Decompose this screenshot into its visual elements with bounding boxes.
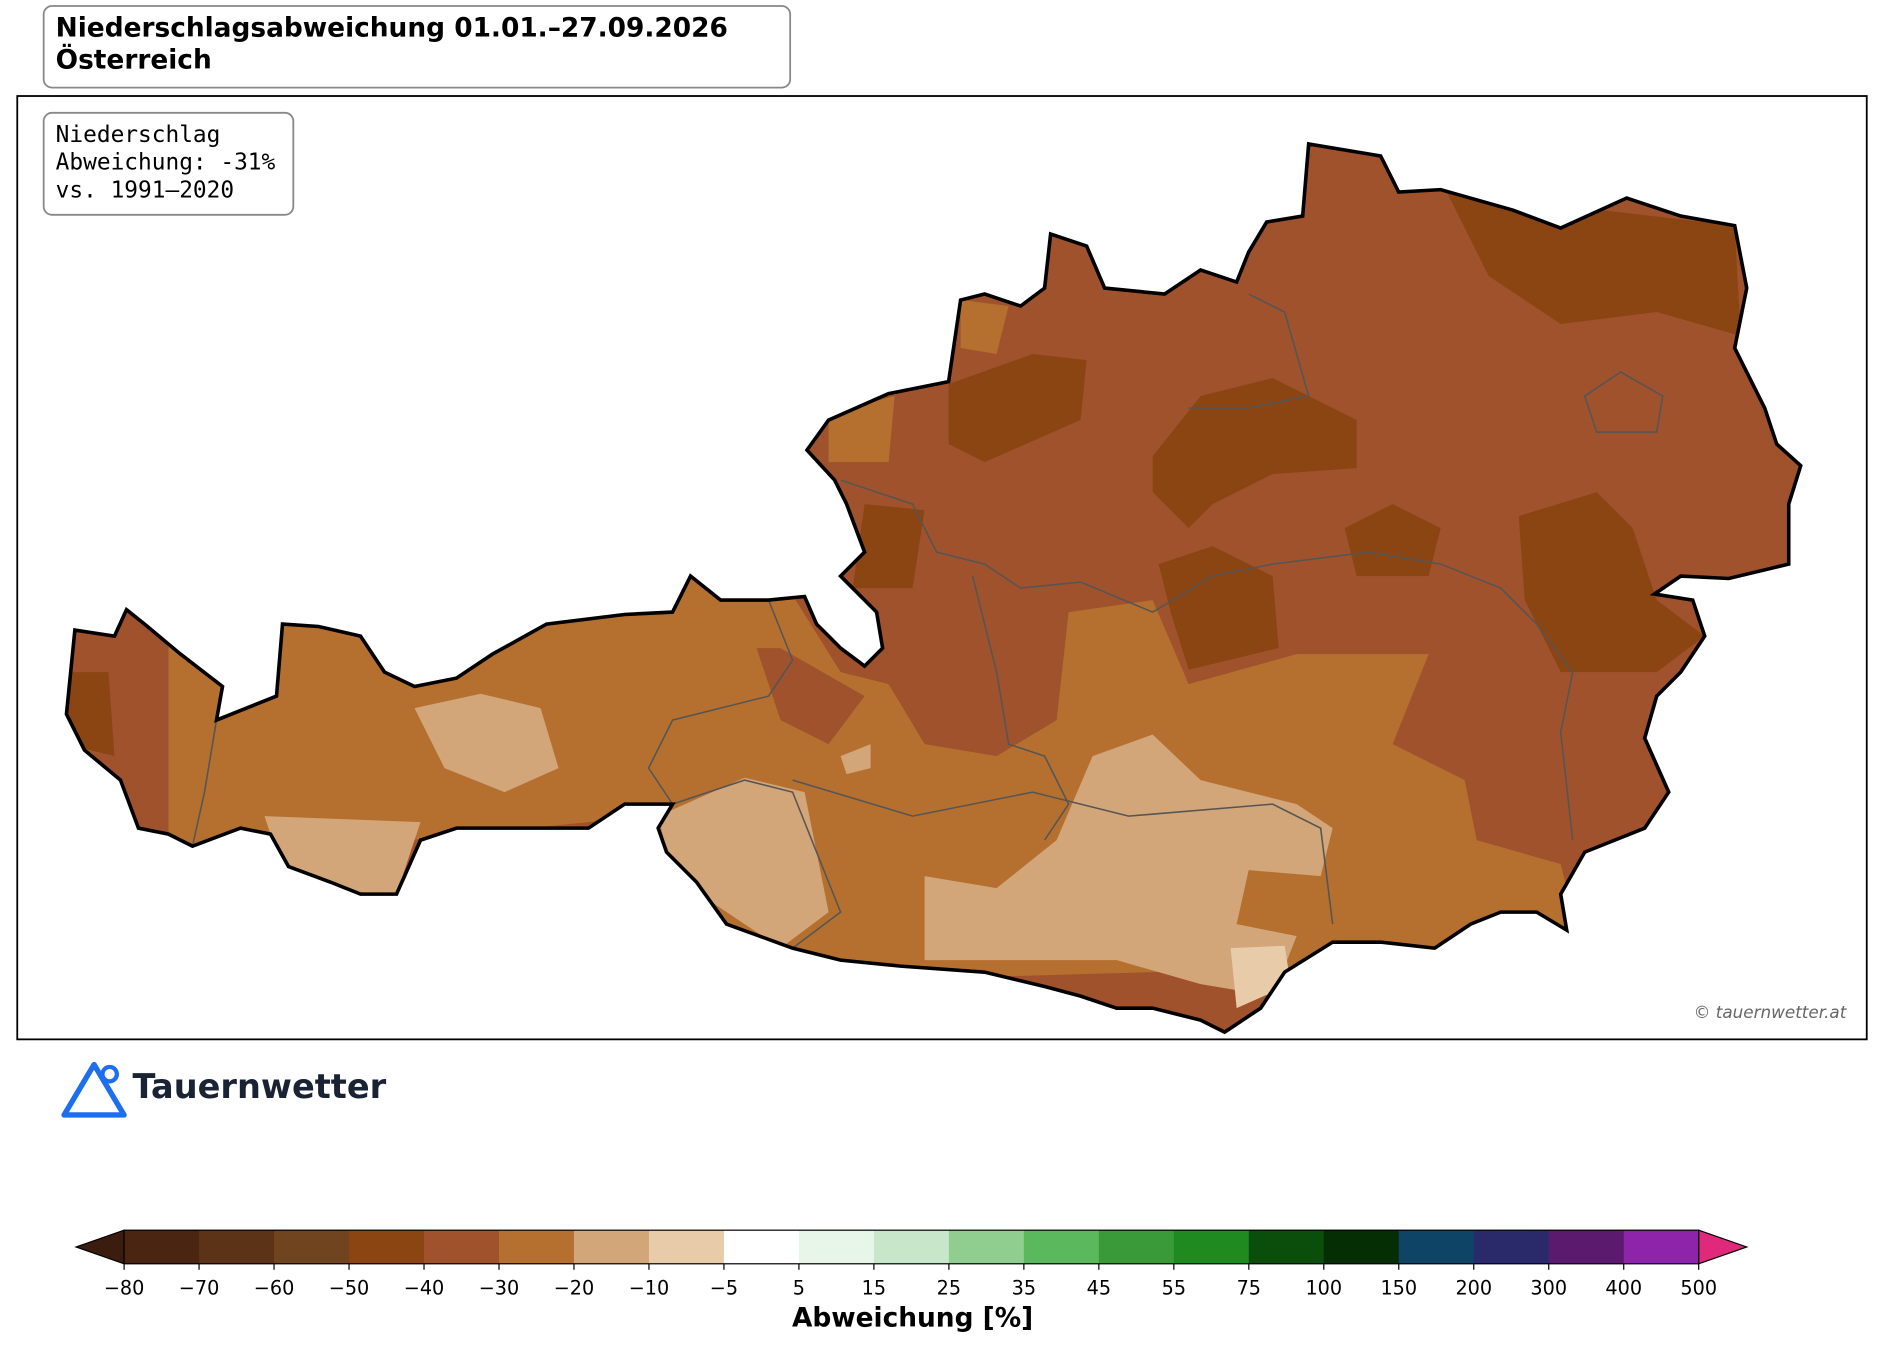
colorbar-segment <box>798 1230 875 1264</box>
logo-icon <box>61 1061 127 1118</box>
subtitle: Österreich <box>56 43 212 76</box>
colorbar-segment <box>1623 1230 1700 1264</box>
colorbar-tick-label: −10 <box>629 1276 670 1299</box>
colorbar-segment <box>124 1230 200 1264</box>
colorbar-segment <box>573 1230 650 1264</box>
colorbar-segment <box>1173 1230 1250 1264</box>
info-line: Abweichung: -31% <box>56 150 276 176</box>
logo-text: Tauernwetter <box>132 1067 386 1106</box>
colorbar-label: Abweichung [%] <box>792 1302 1033 1333</box>
info-line: vs. 1991–2020 <box>56 177 234 203</box>
colorbar: −80 −70 −60 −50 −40 −30 −20 −10 −5 5 15 25 35 45 55 75 1… <box>74 1229 1749 1299</box>
colorbar-tick-label: 200 <box>1455 1276 1492 1299</box>
colorbar-tick-label: 75 <box>1237 1276 1261 1299</box>
colorbar-segment <box>1548 1230 1625 1264</box>
colorbar-tick-label: 55 <box>1162 1276 1186 1299</box>
colorbar-segment <box>723 1230 800 1264</box>
colorbar-tick-label: 300 <box>1530 1276 1567 1299</box>
title-box <box>42 5 792 89</box>
colorbar-tick-label: −20 <box>554 1276 595 1299</box>
colorbar-extend-high <box>1698 1229 1749 1265</box>
colorbar-segment <box>1023 1230 1100 1264</box>
state-borders <box>191 293 1664 949</box>
colorbar-segment <box>873 1230 950 1264</box>
colorbar-tick-label: −40 <box>404 1276 444 1299</box>
colorbar-tick-label: 400 <box>1605 1276 1642 1299</box>
colorbar-segment <box>1398 1230 1475 1264</box>
colorbar-tick-label: 25 <box>937 1276 961 1299</box>
info-box <box>42 111 295 216</box>
colorbar-segment <box>948 1230 1025 1264</box>
colorbar-segment <box>1248 1230 1325 1264</box>
colorbar-segment <box>648 1230 725 1264</box>
colorbar-tick-label: −70 <box>179 1276 220 1299</box>
colorbar-segment <box>1323 1230 1400 1264</box>
colorbar-tick-label: 45 <box>1087 1276 1111 1299</box>
credit: © tauernwetter.at <box>1694 1002 1848 1022</box>
colorbar-tick-label: 500 <box>1680 1276 1717 1299</box>
colorbar-segment <box>274 1230 350 1264</box>
colorbar-extend-low <box>74 1229 125 1265</box>
colorbar-tick-label: −60 <box>254 1276 295 1299</box>
colorbar-segment <box>349 1230 425 1264</box>
colorbar-segment <box>1098 1230 1175 1264</box>
title: Niederschlagsabweichung 01.01.–27.09.202… <box>56 12 728 43</box>
colorbar-tick-label: 5 <box>793 1276 805 1299</box>
colorbar-tick-label: −80 <box>104 1276 145 1299</box>
info-line: Niederschlag <box>56 122 221 148</box>
colorbar-segment <box>199 1230 275 1264</box>
colorbar-tick-label: 15 <box>862 1276 886 1299</box>
colorbar-tick-label: 100 <box>1305 1276 1342 1299</box>
colorbar-tick-label: −5 <box>710 1276 738 1299</box>
colorbar-segment <box>498 1230 575 1264</box>
colorbar-tick-label: −50 <box>329 1276 370 1299</box>
colorbar-border <box>123 1229 1700 1265</box>
colorbar-segment <box>1473 1230 1550 1264</box>
colorbar-tick-label: −30 <box>479 1276 520 1299</box>
colorbar-tick-label: 150 <box>1380 1276 1417 1299</box>
colorbar-segment <box>424 1230 500 1264</box>
colorbar-tick-label: 35 <box>1012 1276 1036 1299</box>
